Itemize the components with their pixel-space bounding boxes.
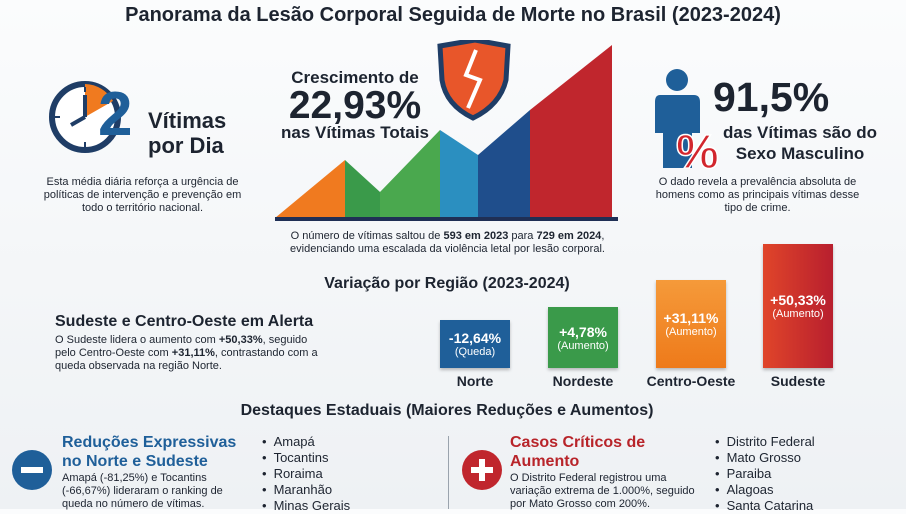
male-description: O dado revela a prevalência absoluta de … bbox=[655, 176, 860, 214]
heading-line: Casos Críticos de bbox=[510, 434, 646, 451]
alert-value: +50,33% bbox=[218, 334, 263, 346]
svg-text:%: % bbox=[676, 126, 719, 173]
states-title: Destaques Estaduais (Maiores Reduções e … bbox=[240, 402, 654, 419]
state-item: Tocantins bbox=[262, 450, 350, 466]
region-name: Nordeste bbox=[552, 373, 614, 389]
alert-part: , seguido pelo Centro-Oeste com bbox=[55, 334, 308, 359]
heading-line: no Norte e Sudeste bbox=[62, 453, 208, 470]
growth-lead: Crescimento de bbox=[291, 68, 419, 87]
region-note: (Queda) bbox=[454, 346, 496, 358]
alert-part: , contrastando com a queda observada na … bbox=[55, 347, 318, 372]
increases-heading: Casos Críticos de Aumento bbox=[510, 433, 645, 471]
daily-label: Vítimas por Dia bbox=[148, 108, 226, 158]
reductions-description: Amapá (-81,25%) e Tocantins (-66,67%) li… bbox=[62, 472, 223, 510]
daily-label-line: por Dia bbox=[148, 133, 224, 158]
clock-icon bbox=[49, 81, 121, 153]
minus-icon bbox=[12, 450, 52, 490]
region-change: +31,11% bbox=[663, 310, 719, 326]
heading-line: Aumento bbox=[510, 453, 580, 470]
reductions-heading: Reduções Expressivas no Norte e Sudeste bbox=[62, 433, 236, 471]
alert-part: O Sudeste lidera o aumento com bbox=[55, 334, 219, 346]
daily-description: Esta média diária reforça a urgência de … bbox=[43, 176, 242, 214]
growth-caption: O número de vítimas saltou de 593 em 202… bbox=[280, 230, 615, 256]
region-change: -12,64% bbox=[448, 330, 502, 346]
state-item: Amapá bbox=[262, 434, 350, 450]
male-label-line: das Vítimas são do bbox=[723, 123, 877, 142]
region-box: +31,11% (Aumento) bbox=[656, 280, 726, 368]
caption-text: para bbox=[508, 230, 537, 242]
state-item: Roraima bbox=[262, 466, 350, 482]
growth-graphic bbox=[275, 40, 618, 221]
region-box: -12,64% (Queda) bbox=[440, 320, 510, 368]
region-change: +50,33% bbox=[770, 292, 826, 308]
growth-tail: nas Vítimas Totais bbox=[280, 123, 429, 142]
daily-number: 2 bbox=[98, 80, 133, 149]
increases-description: O Distrito Federal registrou uma variaçã… bbox=[510, 472, 695, 510]
state-item: Alagoas bbox=[715, 482, 815, 498]
region-name: Centro-Oeste bbox=[646, 373, 736, 389]
caption-value: 593 em 2023 bbox=[443, 230, 509, 242]
state-item: Maranhão bbox=[262, 482, 350, 498]
region-box: +4,78% (Aumento) bbox=[548, 307, 618, 368]
plus-icon bbox=[462, 450, 502, 490]
region-change: +4,78% bbox=[559, 323, 607, 340]
region-name: Sudeste bbox=[770, 373, 826, 389]
growth-value: 22,93% bbox=[288, 84, 422, 127]
increases-list: Distrito FederalMato GrossoParaibaAlagoa… bbox=[715, 434, 815, 514]
alert-text: O Sudeste lidera o aumento com +50,33%, … bbox=[55, 334, 325, 373]
daily-label-line: Vítimas bbox=[148, 108, 227, 133]
title: Panorama da Lesão Corporal Seguida de Mo… bbox=[125, 4, 781, 26]
male-label-line: Sexo Masculino bbox=[735, 144, 865, 163]
state-item: Mato Grosso bbox=[715, 450, 815, 466]
caption-text: O número de vítimas saltou de bbox=[290, 230, 444, 242]
state-item: Distrito Federal bbox=[715, 434, 815, 450]
divider bbox=[448, 436, 449, 509]
caption-value: 729 em 2024 bbox=[536, 230, 602, 242]
state-item: Minas Gerais bbox=[262, 498, 351, 514]
region-note: (Aumento) bbox=[772, 308, 824, 320]
male-label: das Vítimas são do Sexo Masculino bbox=[710, 122, 890, 164]
caption-text: , evidenciando uma escalada da violência… bbox=[290, 230, 605, 255]
alert-heading: Sudeste e Centro-Oeste em Alerta bbox=[55, 313, 314, 330]
state-item: Paraiba bbox=[715, 466, 815, 482]
state-item: Santa Catarina bbox=[715, 498, 815, 514]
region-note: (Aumento) bbox=[665, 326, 717, 338]
region-name: Norte bbox=[456, 373, 494, 389]
regions-title: Variação por Região (2023-2024) bbox=[324, 275, 570, 292]
alert-value: +31,11% bbox=[171, 347, 215, 359]
region-box: +50,33% (Aumento) bbox=[763, 244, 833, 368]
heading-line: Reduções Expressivas bbox=[62, 434, 237, 451]
male-value: 91,5% bbox=[713, 74, 830, 120]
person-icon: % bbox=[655, 69, 719, 173]
reductions-list: AmapáTocantinsRoraimaMaranhãoMinas Gerai… bbox=[262, 434, 351, 514]
region-note: (Aumento) bbox=[557, 339, 609, 352]
